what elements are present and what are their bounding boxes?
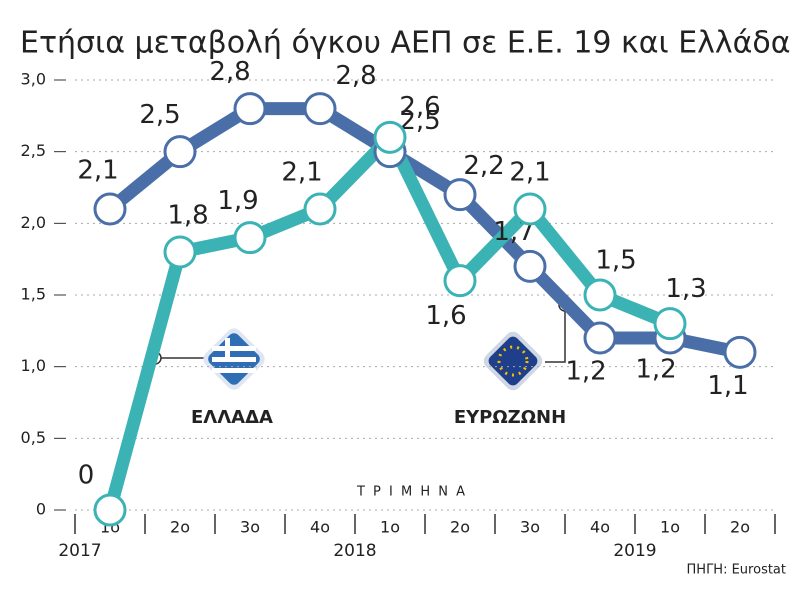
legend-label: ΕΥΡΩΖΩΝΗ — [454, 407, 566, 428]
data-point — [653, 307, 687, 341]
y-tick-label: 0 — [36, 500, 46, 519]
data-point — [303, 192, 337, 226]
data-point — [513, 249, 547, 283]
data-point — [583, 278, 617, 312]
data-label: 2,5 — [139, 100, 180, 130]
x-tick-label: 2ο — [170, 518, 190, 537]
data-label: 2,1 — [509, 158, 550, 188]
data-point — [373, 120, 407, 154]
x-tick-label: 3ο — [240, 518, 260, 537]
y-tick-label: 1,5 — [21, 285, 46, 304]
series-line — [105, 102, 742, 359]
data-point — [443, 178, 477, 212]
data-label: 2,2 — [463, 151, 504, 181]
data-label: 2,5 — [399, 106, 440, 136]
y-tick-label: 1,0 — [21, 356, 46, 375]
data-label: 1,8 — [167, 201, 208, 231]
data-label: 1,5 — [595, 246, 636, 276]
data-label: 2,8 — [335, 61, 376, 91]
year-label: 2017 — [58, 541, 101, 561]
data-point — [723, 335, 757, 369]
x-axis-label: Τ Ρ Ι Μ Η Ν Α — [356, 485, 467, 500]
data-point — [233, 221, 267, 255]
data-label: 2,8 — [209, 57, 250, 87]
x-tick-label: 3ο — [520, 518, 540, 537]
x-tick-label: 1ο — [660, 518, 680, 537]
data-point — [93, 192, 127, 226]
data-label: 1,6 — [425, 301, 466, 331]
data-label: 1,2 — [565, 357, 606, 387]
data-label: 2,1 — [77, 156, 118, 186]
data-point — [583, 321, 617, 355]
year-label: 2019 — [613, 541, 656, 561]
data-point — [303, 92, 337, 126]
data-point — [443, 264, 477, 298]
data-point — [163, 235, 197, 269]
data-point — [233, 92, 267, 126]
y-tick-label: 2,0 — [21, 213, 46, 232]
data-point — [93, 493, 127, 527]
y-tick-label: 0,5 — [21, 428, 46, 447]
data-point — [513, 192, 547, 226]
x-tick-label: 2ο — [450, 518, 470, 537]
data-label: 2,1 — [281, 158, 322, 188]
data-point — [163, 135, 197, 169]
chart-title: Ετήσια μεταβολή όγκου ΑΕΠ σε Ε.Ε. 19 και… — [20, 26, 796, 61]
data-label: 1,1 — [707, 371, 748, 401]
x-tick-label: 4ο — [590, 518, 610, 537]
y-tick-label: 2,5 — [21, 141, 46, 160]
data-label: 1,9 — [217, 186, 258, 216]
source: ΠΗΓΗ: Eurostat — [687, 563, 786, 578]
legend-label: ΕΛΛΑΔΑ — [191, 407, 273, 428]
x-tick-label: 1ο — [380, 518, 400, 537]
data-label: 1,3 — [665, 274, 706, 304]
x-tick-label: 4ο — [310, 518, 330, 537]
data-label: 0 — [78, 461, 95, 491]
y-tick-label: 3,0 — [21, 70, 46, 89]
year-label: 2018 — [333, 541, 376, 561]
data-label: 2,6 — [399, 92, 440, 122]
data-label: 1,2 — [635, 355, 676, 385]
x-tick-label: 2ο — [730, 518, 750, 537]
